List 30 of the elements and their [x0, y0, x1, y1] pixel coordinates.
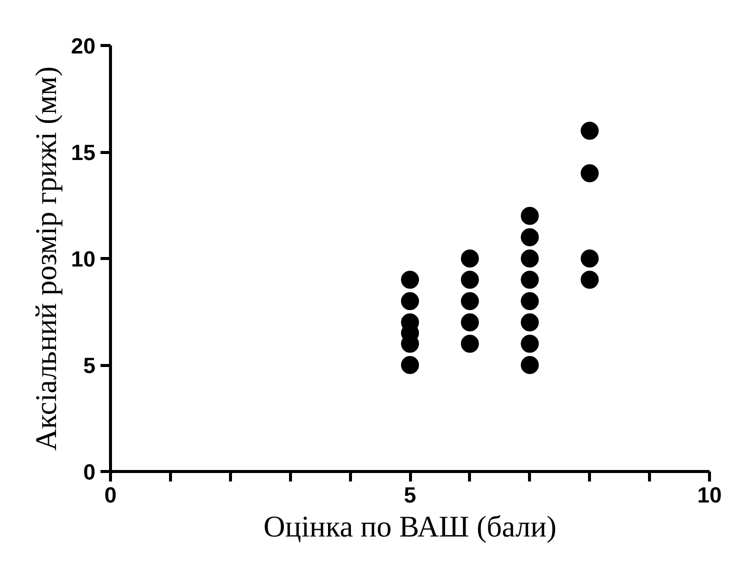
x-tick-label: 10 [697, 482, 722, 508]
point [580, 164, 599, 182]
point [401, 356, 419, 374]
point [520, 270, 539, 289]
point [460, 292, 479, 310]
point [401, 292, 419, 310]
point [580, 122, 599, 140]
point [401, 270, 419, 289]
point [460, 250, 479, 268]
point [520, 313, 539, 332]
x-tick-label: 5 [404, 482, 416, 508]
point [460, 334, 479, 353]
point [460, 313, 479, 332]
point [460, 270, 479, 289]
point [520, 356, 539, 374]
point [520, 228, 539, 246]
point [520, 292, 539, 310]
point [580, 250, 599, 268]
y-tick-label: 5 [83, 353, 96, 378]
y-tick-label: 15 [71, 140, 96, 165]
point [520, 334, 539, 353]
x-tick-label: 0 [104, 482, 117, 508]
x-axis-title: Оцінка по ВАШ (бали) [264, 510, 556, 544]
point [520, 250, 539, 268]
point [520, 206, 539, 225]
y-tick-label: 10 [71, 246, 96, 272]
point [580, 270, 599, 289]
y-tick-label: 20 [71, 34, 96, 58]
y-axis-title: Аксіальний розмір грижі (мм) [30, 66, 64, 451]
y-tick-label: 0 [83, 460, 96, 484]
